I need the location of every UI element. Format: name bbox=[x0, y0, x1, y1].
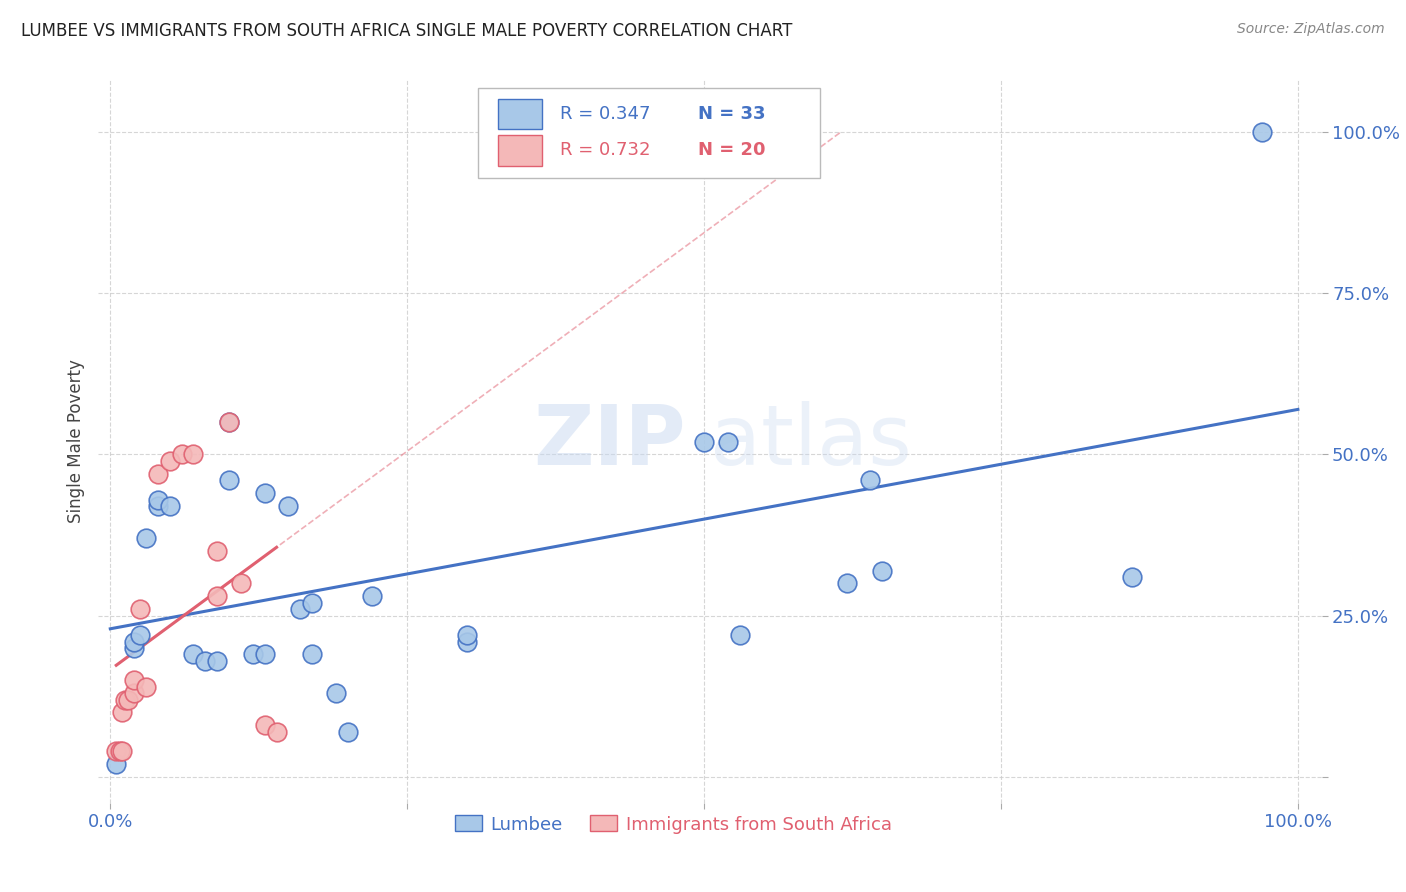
Point bbox=[253, 648, 276, 662]
Bar bbox=[498, 99, 543, 129]
Point bbox=[218, 415, 240, 429]
Point bbox=[301, 596, 323, 610]
Point bbox=[105, 757, 128, 772]
Point bbox=[117, 692, 139, 706]
Point bbox=[728, 628, 751, 642]
Point bbox=[242, 648, 264, 662]
Point bbox=[835, 576, 858, 591]
Point bbox=[129, 602, 152, 616]
Point bbox=[122, 640, 145, 655]
Point bbox=[108, 744, 131, 758]
Point bbox=[277, 499, 299, 513]
Text: R = 0.732: R = 0.732 bbox=[560, 141, 650, 160]
Point bbox=[253, 486, 276, 500]
Text: Source: ZipAtlas.com: Source: ZipAtlas.com bbox=[1237, 22, 1385, 37]
Text: atlas: atlas bbox=[710, 401, 911, 482]
Point bbox=[146, 499, 169, 513]
Point bbox=[170, 447, 193, 461]
Point bbox=[159, 454, 181, 468]
Point bbox=[456, 634, 478, 648]
Point bbox=[717, 434, 740, 449]
Legend: Lumbee, Immigrants from South Africa: Lumbee, Immigrants from South Africa bbox=[447, 808, 900, 841]
Point bbox=[205, 654, 228, 668]
Point bbox=[122, 686, 145, 700]
Point bbox=[870, 564, 893, 578]
Point bbox=[205, 544, 228, 558]
Point bbox=[360, 590, 382, 604]
Point bbox=[325, 686, 347, 700]
Bar bbox=[498, 136, 543, 166]
Point bbox=[122, 673, 145, 688]
Point bbox=[146, 492, 169, 507]
Point bbox=[218, 415, 240, 429]
Point bbox=[859, 473, 882, 487]
Text: LUMBEE VS IMMIGRANTS FROM SOUTH AFRICA SINGLE MALE POVERTY CORRELATION CHART: LUMBEE VS IMMIGRANTS FROM SOUTH AFRICA S… bbox=[21, 22, 793, 40]
Point bbox=[266, 724, 288, 739]
Point bbox=[135, 531, 157, 545]
Point bbox=[146, 467, 169, 481]
Point bbox=[111, 744, 134, 758]
Point bbox=[693, 434, 716, 449]
Point bbox=[456, 628, 478, 642]
Point bbox=[301, 648, 323, 662]
Point bbox=[183, 447, 205, 461]
Text: N = 20: N = 20 bbox=[697, 141, 765, 160]
Text: N = 33: N = 33 bbox=[697, 105, 765, 123]
FancyBboxPatch shape bbox=[478, 87, 820, 178]
Point bbox=[290, 602, 312, 616]
Point bbox=[253, 718, 276, 732]
Point bbox=[111, 706, 134, 720]
Point bbox=[122, 634, 145, 648]
Point bbox=[129, 628, 152, 642]
Point bbox=[218, 473, 240, 487]
Point bbox=[205, 590, 228, 604]
Point bbox=[336, 724, 359, 739]
Text: R = 0.347: R = 0.347 bbox=[560, 105, 650, 123]
Point bbox=[114, 692, 136, 706]
Point bbox=[159, 499, 181, 513]
Text: ZIP: ZIP bbox=[533, 401, 686, 482]
Point bbox=[1121, 570, 1143, 584]
Point bbox=[194, 654, 217, 668]
Point bbox=[183, 648, 205, 662]
Point bbox=[105, 744, 128, 758]
Point bbox=[135, 680, 157, 694]
Y-axis label: Single Male Poverty: Single Male Poverty bbox=[66, 359, 84, 524]
Point bbox=[229, 576, 252, 591]
Point bbox=[1251, 125, 1274, 139]
